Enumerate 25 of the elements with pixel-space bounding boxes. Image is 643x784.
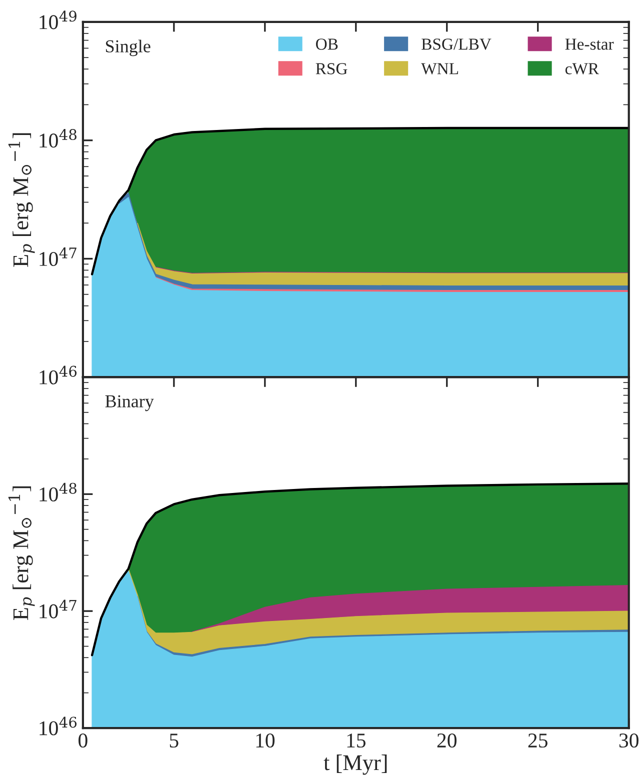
- y-tick-label: 10$^{46}$: [40, 366, 77, 384]
- text: Single: [106, 40, 150, 56]
- x-tick-label: 0: [78, 733, 88, 748]
- x-tick-label: 15: [347, 734, 366, 748]
- x-tick-label: 10: [256, 733, 275, 748]
- x-tick-label: 30: [619, 733, 638, 748]
- legend-label: BSG/LBV: [422, 38, 492, 50]
- legend-label: WNL: [421, 63, 458, 74]
- text: Binary: [105, 395, 154, 412]
- legend-label: RSG: [316, 63, 348, 74]
- y-tick-label: 10$^{46}$: [40, 716, 77, 736]
- y-axis-title: E$_{p}$ [erg M$_{⊙}$$^{−1}$]: [8, 133, 35, 267]
- x-axis-title: t [Myr]: [324, 754, 387, 775]
- x-tick-label: 5: [170, 734, 178, 748]
- legend-label: cWR: [565, 63, 600, 74]
- y-tick-label: 10$^{47}$: [40, 247, 76, 266]
- legend-label: He-star: [565, 38, 614, 50]
- y-tick-label: 10$^{47}$: [40, 600, 76, 618]
- y-tick-label: 10$^{48}$: [40, 129, 76, 148]
- x-tick-label: 25: [528, 734, 548, 748]
- y-tick-label: 10$^{48}$: [40, 482, 76, 502]
- legend-label: OB: [316, 38, 338, 50]
- y-axis-title: E$_{p}$ [erg M$_{⊙}$$^{−1}$]: [8, 486, 35, 620]
- y-tick-label: 10$^{49}$: [40, 10, 76, 30]
- x-tick-label: 20: [437, 733, 457, 748]
